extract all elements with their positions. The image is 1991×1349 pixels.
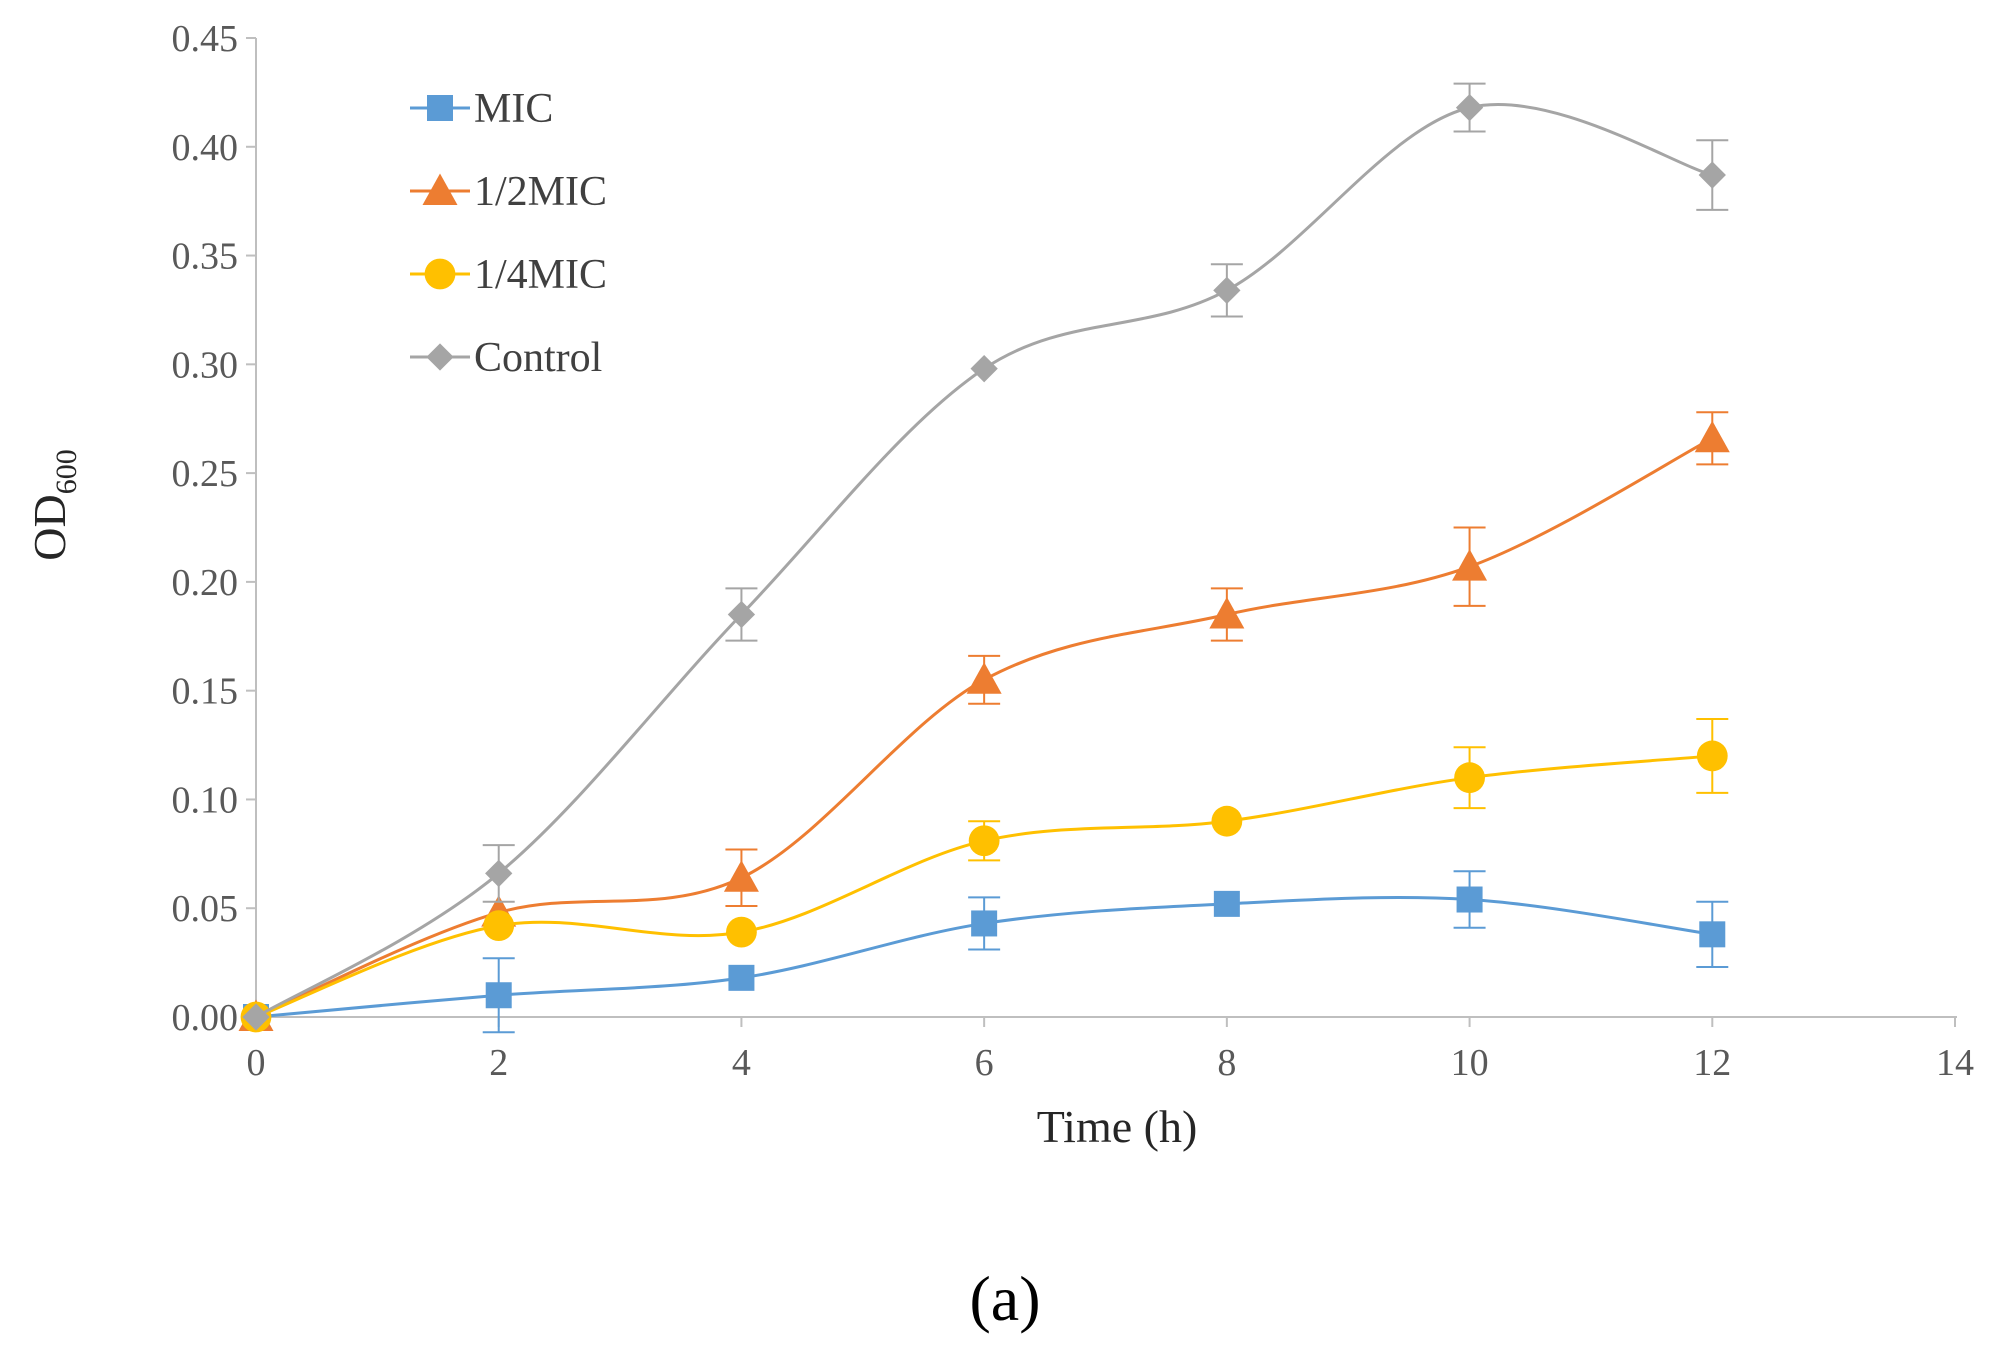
legend-marker (424, 258, 456, 290)
data-point (1455, 93, 1484, 122)
data-point (726, 916, 757, 948)
y-tick-label: 0.40 (172, 127, 239, 169)
series-line (255, 754, 1713, 1019)
data-point (242, 1003, 270, 1031)
data-point (1698, 161, 1726, 189)
legend-marker (427, 95, 453, 121)
x-tick-label: 12 (1693, 1042, 1731, 1084)
data-point (1452, 549, 1488, 581)
y-tick-label: 0.05 (172, 888, 239, 930)
x-tick-label: 10 (1451, 1042, 1489, 1084)
data-point (1696, 740, 1728, 772)
data-point (966, 662, 1002, 694)
series-control (242, 82, 1729, 1031)
data-point (1213, 890, 1240, 917)
data-point (1694, 420, 1730, 453)
y-axis-title: OD600 (24, 449, 83, 560)
data-point (968, 825, 1000, 857)
y-tick-label: 0.35 (172, 236, 239, 278)
data-point (971, 910, 998, 937)
x-axis-ticks: 0 2 4 6 8 10 12 14 (247, 1017, 1974, 1084)
y-tick-label: 0.25 (172, 453, 239, 495)
legend-label: Control (474, 335, 602, 381)
x-tick-label: 0 (247, 1042, 266, 1084)
data-point (728, 964, 755, 991)
data-point (1699, 921, 1726, 948)
legend-label: MIC (474, 86, 553, 132)
y-axis-title-main: OD (24, 494, 75, 560)
y-axis-title-subscript: 600 (50, 449, 83, 494)
legend: MIC 1/2MIC 1/4MIC Control (410, 86, 607, 381)
y-tick-label: 0.15 (172, 671, 239, 713)
x-tick-label: 4 (732, 1042, 751, 1084)
legend-label: 1/4MIC (474, 252, 607, 298)
series-layer (238, 82, 1730, 1034)
y-axis-ticks: 0.00 0.05 0.10 0.15 0.20 0.25 0.30 0.35 0.40 0.45 (172, 18, 256, 1039)
x-tick-label: 6 (975, 1042, 994, 1084)
series-1-4mic (240, 717, 1729, 1033)
x-tick-label: 8 (1217, 1042, 1236, 1084)
data-point (483, 910, 515, 942)
legend-item: Control (410, 335, 602, 381)
y-tick-label: 0.20 (172, 562, 239, 604)
legend-item: 1/2MIC (410, 169, 607, 215)
data-point (1213, 276, 1241, 305)
y-tick-label: 0.30 (172, 344, 239, 386)
legend-marker (422, 173, 458, 205)
data-point (485, 982, 512, 1009)
panel-label: (a) (969, 1263, 1040, 1334)
series-mic (243, 870, 1729, 1034)
y-tick-label: 0.10 (172, 779, 239, 821)
legend-marker (426, 343, 454, 371)
data-point (1456, 886, 1483, 913)
data-point (1454, 762, 1485, 794)
data-point (970, 355, 998, 383)
data-point (485, 859, 513, 888)
legend-item: MIC (410, 86, 553, 132)
x-axis-title: Time (h) (1037, 1101, 1198, 1152)
x-tick-label: 2 (489, 1042, 508, 1084)
data-point (1209, 597, 1245, 629)
x-tick-label: 14 (1936, 1042, 1974, 1084)
data-point (727, 600, 756, 629)
series-line (255, 103, 1713, 1019)
data-point (1211, 805, 1243, 837)
data-point (723, 860, 759, 892)
legend-label: 1/2MIC (474, 169, 607, 215)
legend-item: 1/4MIC (410, 252, 607, 298)
y-tick-label: 0.00 (172, 997, 239, 1039)
y-tick-label: 0.45 (172, 18, 239, 60)
